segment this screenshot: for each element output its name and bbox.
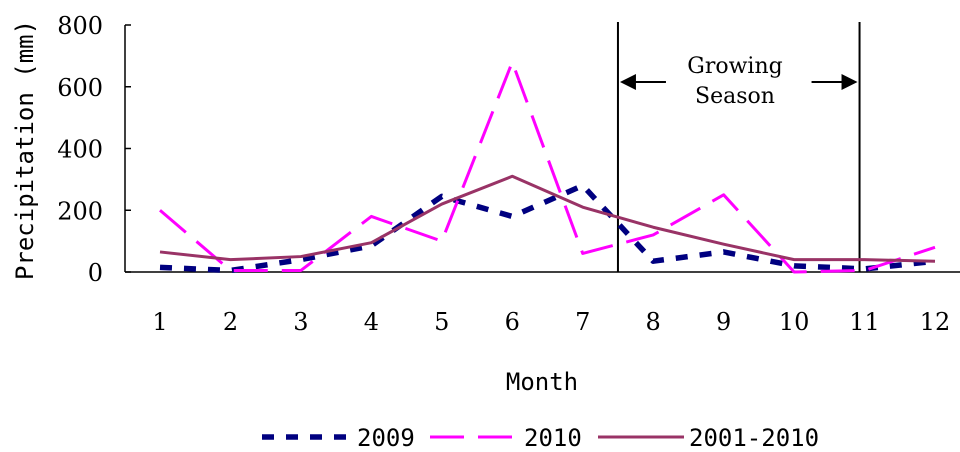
x-axis-title: Month	[506, 368, 578, 396]
growing-season-annotation: Growing Season	[616, 22, 861, 272]
y-axis-title: Precipitation (mm)	[11, 20, 39, 280]
x-tick-label-9: 9	[716, 308, 731, 336]
x-tick-label-7: 7	[575, 308, 590, 336]
series-layer	[159, 60, 936, 274]
legend: 2009 2010 2001-2010	[262, 424, 819, 452]
legend-label-2001-2010: 2001-2010	[689, 424, 819, 452]
y-tick-label-400: 400	[57, 136, 103, 164]
series-line-2010	[159, 60, 936, 274]
x-tick-label-6: 6	[505, 308, 520, 336]
y-tick-label-0: 0	[88, 259, 103, 287]
growing-season-right-arrow-head	[841, 74, 858, 90]
x-tick-label-2: 2	[223, 308, 238, 336]
y-tick-label-600: 600	[57, 74, 103, 102]
growing-season-left-arrow-head	[619, 74, 636, 90]
x-tick-label-12: 12	[920, 308, 951, 336]
x-tick-label-11: 11	[849, 308, 880, 336]
legend-label-2010: 2010	[524, 424, 582, 452]
series-line-2009	[159, 182, 936, 274]
series-line-2001-2010	[159, 174, 936, 263]
y-tick-label-800: 800	[57, 12, 103, 40]
x-tick-label-8: 8	[646, 308, 661, 336]
x-tick-label-5: 5	[434, 308, 449, 336]
legend-label-2009: 2009	[357, 424, 415, 452]
x-tick-label-4: 4	[364, 308, 379, 336]
x-tick-label-3: 3	[293, 308, 308, 336]
growing-season-label-line2: Season	[695, 84, 775, 109]
x-tick-label-1: 1	[152, 308, 167, 336]
x-tick-label-10: 10	[779, 308, 810, 336]
growing-season-label-line1: Growing	[687, 54, 782, 79]
y-tick-label-200: 200	[57, 197, 103, 225]
